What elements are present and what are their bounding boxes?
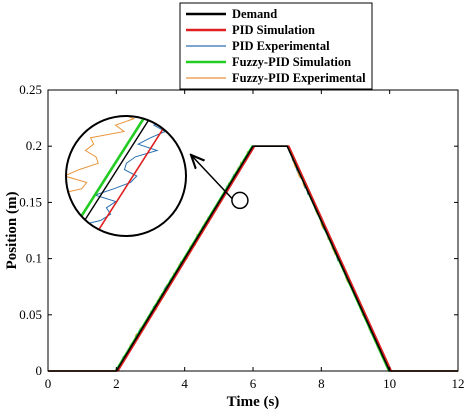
x-tick-label: 4 (181, 376, 188, 391)
legend-label: Fuzzy-PID Experimental (232, 71, 366, 85)
inset-pid-experimental (66, 116, 186, 236)
legend-label: Demand (232, 7, 277, 21)
x-tick-label: 8 (318, 376, 325, 391)
zoom-focus-circle (231, 191, 249, 210)
y-tick-label: 0.1 (26, 251, 42, 266)
legend: Demand PID Simulation PID Experimental Fuzz… (179, 2, 373, 90)
y-tick-label: 0.05 (19, 307, 42, 322)
y-tick-label: 0.2 (26, 138, 42, 153)
x-tick-label: 12 (452, 376, 465, 391)
legend-label: PID Experimental (232, 39, 330, 53)
x-tick-label: 6 (250, 376, 257, 391)
y-tick-label: 0.15 (19, 194, 42, 209)
x-tick-label: 2 (113, 376, 120, 391)
legend-label: PID Simulation (232, 23, 315, 37)
x-axis-ticks: 0 2 4 6 8 10 12 (45, 90, 465, 391)
x-axis-label: Time (s) (227, 394, 280, 410)
x-tick-label: 10 (383, 376, 396, 391)
y-tick-label: 0.25 (19, 82, 42, 97)
x-tick-label: 0 (45, 376, 52, 391)
y-axis-label: Position (m) (4, 192, 20, 270)
legend-label: Fuzzy-PID Simulation (232, 55, 351, 69)
inset-border (65, 115, 187, 237)
y-tick-label: 0 (36, 363, 43, 378)
inset-background (66, 116, 186, 236)
zoom-arrow (192, 156, 233, 199)
inset-fuzzy-experimental (66, 116, 136, 236)
y-axis-ticks: 0 0.05 0.1 0.15 0.2 0.25 (19, 82, 458, 378)
